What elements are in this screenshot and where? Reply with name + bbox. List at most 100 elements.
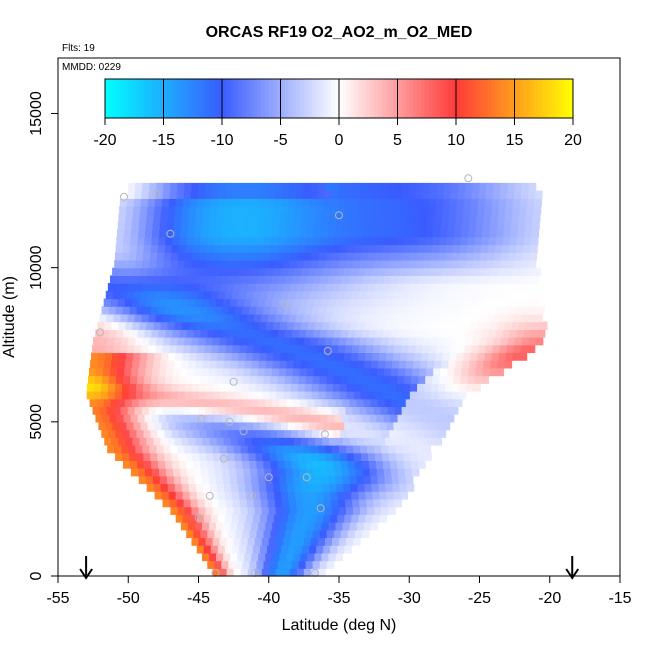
heatmap-cell <box>190 344 199 354</box>
heatmap-cell <box>453 236 462 246</box>
heatmap-cell <box>193 460 201 469</box>
colorbar-segment <box>381 79 387 118</box>
heatmap-cell <box>176 190 185 199</box>
heatmap-cell <box>464 190 473 199</box>
heatmap-cell <box>228 375 237 384</box>
heatmap-cell <box>169 190 178 199</box>
heatmap-cell <box>374 259 382 269</box>
heatmap-cell <box>298 529 307 539</box>
heatmap-cell <box>371 213 379 223</box>
heatmap-cell <box>163 391 172 400</box>
heatmap-cell <box>219 537 228 546</box>
heatmap-cell <box>184 444 193 454</box>
heatmap-cell <box>124 275 132 284</box>
heatmap-cell <box>88 367 97 377</box>
heatmap-cell <box>344 514 352 523</box>
heatmap-cell <box>499 344 508 354</box>
heatmap-cell <box>475 221 484 230</box>
heatmap-cell <box>209 483 218 492</box>
heatmap-cell <box>214 560 222 569</box>
heatmap-cell <box>192 429 201 438</box>
heatmap-cell <box>174 321 183 330</box>
heatmap-cell <box>285 468 294 477</box>
heatmap-cell <box>424 383 432 392</box>
heatmap-cell <box>256 560 265 569</box>
heatmap-cell <box>250 414 258 423</box>
heatmap-cell <box>339 444 347 454</box>
heatmap-cell <box>438 429 447 438</box>
heatmap-cell <box>438 244 447 253</box>
heatmap-cell <box>346 537 354 546</box>
heatmap-cell <box>251 298 259 307</box>
heatmap-cell <box>230 522 238 531</box>
colorbar-segment <box>327 79 332 118</box>
heatmap-cell <box>142 444 150 454</box>
heatmap-cell <box>303 337 312 346</box>
heatmap-cell <box>469 213 478 223</box>
colorbar-tick-label: -15 <box>152 132 175 149</box>
heatmap-cell <box>411 329 419 338</box>
heatmap-cell <box>212 182 221 192</box>
heatmap-cell <box>145 398 154 408</box>
heatmap-cell <box>333 375 342 384</box>
heatmap-cell <box>267 498 276 508</box>
heatmap-cell <box>134 190 143 199</box>
heatmap-cell <box>489 367 498 377</box>
heatmap-cell <box>381 283 390 292</box>
heatmap-cell <box>167 213 176 223</box>
heatmap-cell <box>390 414 399 423</box>
heatmap-cell <box>157 452 165 461</box>
heatmap-cell <box>277 306 285 315</box>
heatmap-cell <box>323 198 332 207</box>
heatmap-cell <box>219 182 228 192</box>
heatmap-cell <box>120 190 129 199</box>
heatmap-cell <box>243 468 251 477</box>
heatmap-cell <box>273 267 282 276</box>
heatmap-cell <box>257 367 266 377</box>
x-tick-label: -25 <box>468 590 491 607</box>
heatmap-cell <box>502 236 511 246</box>
heatmap-cell <box>494 244 503 253</box>
heatmap-cell <box>281 198 290 207</box>
heatmap-cell <box>474 236 483 246</box>
heatmap-cell <box>190 190 199 199</box>
heatmap-cell <box>242 375 251 384</box>
heatmap-cell <box>232 344 241 354</box>
heatmap-cell <box>237 522 245 531</box>
heatmap-cell <box>115 244 124 253</box>
heatmap-cell <box>130 460 138 469</box>
heatmap-cell <box>490 221 498 230</box>
heatmap-cell <box>504 221 512 230</box>
heatmap-cell <box>132 213 141 223</box>
heatmap-cell <box>374 506 382 515</box>
heatmap-cell <box>135 259 143 269</box>
heatmap-cell <box>296 537 305 546</box>
heatmap-cell <box>341 414 349 423</box>
heatmap-cell <box>97 321 105 330</box>
heatmap-cell <box>514 337 523 346</box>
heatmap-cell <box>287 267 296 276</box>
heatmap-cell <box>117 221 126 230</box>
heatmap-cell <box>360 283 369 292</box>
heatmap-cell <box>149 259 157 269</box>
heatmap-cell <box>345 406 354 415</box>
heatmap-cell <box>235 329 244 338</box>
heatmap-cell <box>321 360 330 369</box>
heatmap-cell <box>216 398 224 408</box>
heatmap-cell <box>335 221 344 230</box>
heatmap-cell <box>513 290 521 300</box>
heatmap-cell <box>202 398 210 408</box>
heatmap-cell <box>216 213 225 223</box>
heatmap-cell <box>391 398 400 408</box>
colorbar-segment <box>198 79 203 118</box>
heatmap-cell <box>325 252 334 261</box>
heatmap-cell <box>434 360 442 369</box>
heatmap-cell <box>448 321 457 330</box>
heatmap-cell <box>103 398 112 408</box>
heatmap-cell <box>194 275 202 284</box>
heatmap-cell <box>279 552 287 562</box>
data-point <box>335 211 343 220</box>
heatmap-cell <box>200 460 208 469</box>
heatmap-cell <box>376 275 385 284</box>
heatmap-cell <box>232 498 241 508</box>
